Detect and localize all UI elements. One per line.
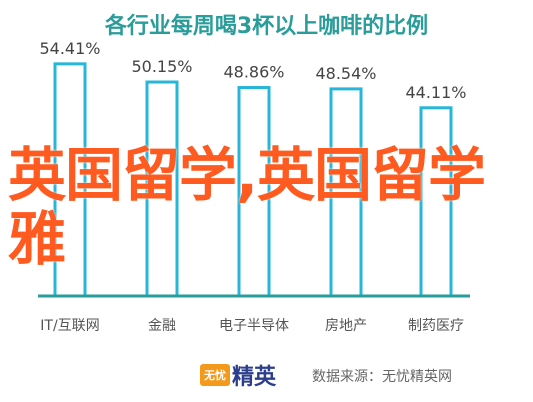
category-label-0: IT/互联网 xyxy=(40,318,99,334)
data-source: 数据来源：无忧精英网 xyxy=(312,369,452,385)
brand-logo: 无忧 精英 xyxy=(200,362,277,390)
watermark-overlay: 英国留学,英国留学雅 xyxy=(8,141,486,273)
value-label-2: 48.86% xyxy=(223,63,284,82)
bar-1 xyxy=(145,80,179,298)
chart-title: 各行业每周喝3杯以上咖啡的比例 xyxy=(104,14,429,39)
value-label-1: 50.15% xyxy=(131,57,192,76)
bar-2 xyxy=(237,86,271,298)
category-label-3: 房地产 xyxy=(325,318,367,334)
category-label-2: 电子半导体 xyxy=(219,318,289,334)
value-label-0: 54.41% xyxy=(39,39,100,58)
value-label-3: 48.54% xyxy=(315,64,376,83)
category-label-1: 金融 xyxy=(148,318,176,334)
bar-0 xyxy=(53,62,87,298)
logo-badge: 无忧 xyxy=(200,364,230,386)
category-label-4: 制药医疗 xyxy=(408,318,464,334)
value-label-4: 44.11% xyxy=(405,83,466,102)
logo-text: 精英 xyxy=(232,365,277,390)
